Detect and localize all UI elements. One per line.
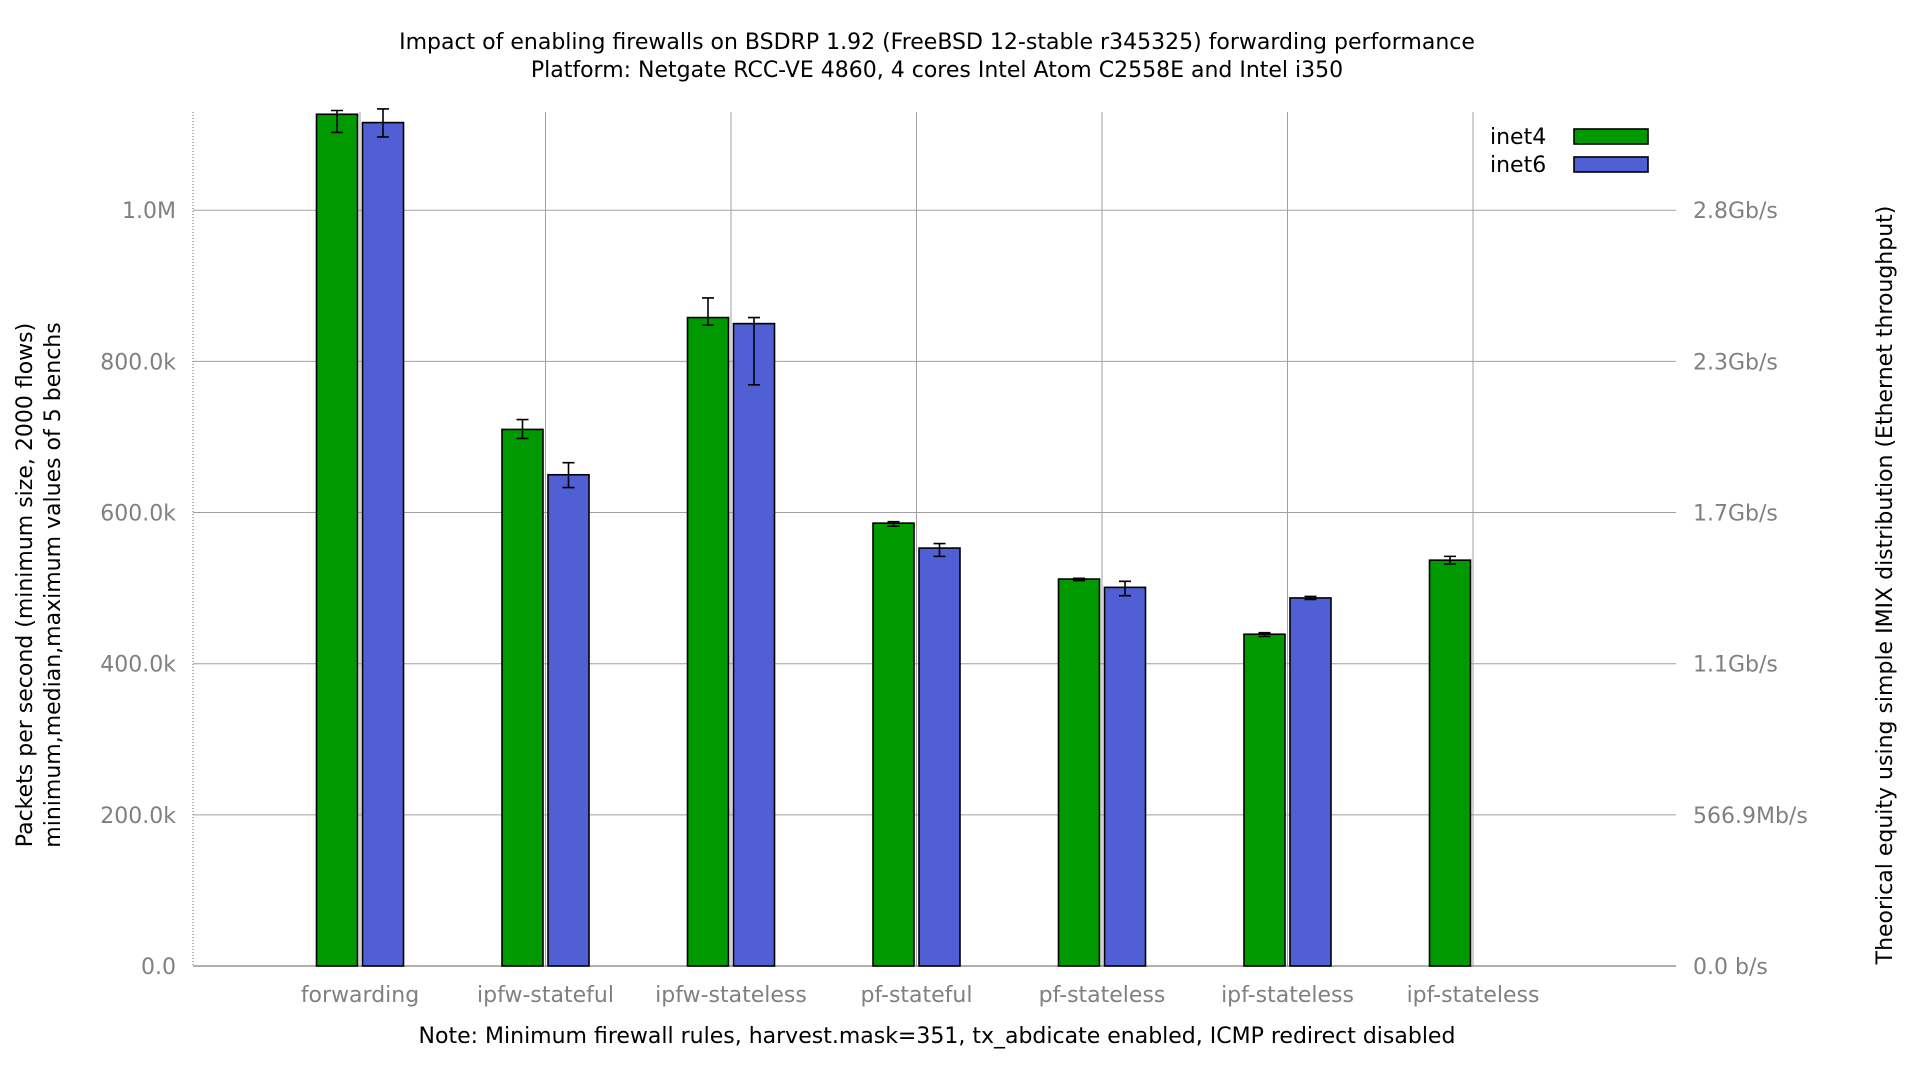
bar-inet6	[918, 547, 961, 967]
legend-label-inet4: inet4	[1490, 125, 1546, 150]
bar-inet6	[547, 473, 590, 967]
y-tick-label: 200.0k	[100, 804, 176, 829]
x-tick-label: pf-stateless	[1039, 983, 1166, 1008]
x-tick-label: ipf-stateless	[1221, 983, 1354, 1008]
bar-inet4	[686, 316, 730, 967]
y-tick-label: 800.0k	[100, 350, 176, 375]
tick-labels: 0.0 200.0k 400.0k 600.0k 800.0k 1.0M 0.0 b/s 56…	[100, 199, 1808, 1008]
chart-title: Impact of enabling firewalls on BSDRP 1.…	[399, 30, 1475, 55]
y-tick-label: 0.0	[141, 955, 176, 980]
x-tick-label: pf-stateful	[861, 983, 973, 1008]
bar-inet6	[361, 121, 405, 967]
y2-tick-label: 2.8Gb/s	[1693, 199, 1778, 224]
error-bar-inet4	[1258, 631, 1271, 638]
error-bar-inet6	[377, 108, 389, 138]
error-bar-inet4	[887, 520, 900, 527]
y-tick-label: 1.0M	[122, 199, 176, 224]
error-bar-inet6	[748, 316, 760, 386]
bar-inet4	[872, 522, 915, 967]
y2-tick-label: 0.0 b/s	[1693, 955, 1768, 980]
y-axis-label-line2: minimum,median,maximum values of 5 bench…	[41, 322, 66, 847]
bar-inet6	[1289, 597, 1332, 967]
y2-tick-label: 566.9Mb/s	[1693, 804, 1808, 829]
bar-inet4	[1057, 578, 1101, 967]
error-bar-inet6	[562, 461, 575, 489]
x-tick-label: ipfw-stateless	[655, 983, 807, 1008]
error-bar-inet6	[1304, 595, 1317, 601]
y2-axis-label: Theorical equity using simple IMIX distr…	[1873, 206, 1898, 966]
bar-inet6	[732, 322, 776, 967]
error-bar-inet6	[933, 542, 946, 558]
grid-lines	[193, 112, 1676, 966]
y2-tick-label: 1.1Gb/s	[1693, 653, 1778, 678]
y-axis-label-line1: Packets per second (minimum size, 2000 f…	[13, 323, 38, 847]
bar-inet4	[315, 113, 359, 967]
error-bar-inet6	[1119, 580, 1131, 597]
bar-inet4	[501, 428, 544, 967]
bars	[315, 108, 1472, 967]
error-bar-inet4	[1444, 555, 1456, 565]
y-tick-label: 600.0k	[100, 502, 176, 527]
x-tick-label: ipf-stateless	[1407, 983, 1540, 1008]
bar-inet6	[1103, 586, 1147, 967]
x-axis-label: Note: Minimum firewall rules, harvest.ma…	[419, 1024, 1456, 1049]
bar-inet4	[1243, 633, 1286, 967]
y-tick-label: 400.0k	[100, 653, 176, 678]
x-tick-label: forwarding	[301, 983, 419, 1008]
legend-swatch-inet6	[1573, 156, 1649, 173]
y2-tick-label: 2.3Gb/s	[1693, 350, 1778, 375]
chart-subtitle: Platform: Netgate RCC-VE 4860, 4 cores I…	[531, 58, 1343, 83]
error-bar-inet4	[1073, 577, 1085, 582]
legend-swatch-inet4	[1573, 128, 1649, 145]
legend: inet4 inet6	[1490, 125, 1649, 178]
error-bar-inet4	[331, 109, 343, 134]
error-bar-inet4	[702, 297, 714, 326]
x-tick-label: ipfw-stateful	[477, 983, 614, 1008]
error-bar-inet4	[516, 418, 529, 440]
legend-label-inet6: inet6	[1490, 153, 1546, 178]
y2-tick-label: 1.7Gb/s	[1693, 502, 1778, 527]
bar-inet4	[1428, 559, 1472, 967]
